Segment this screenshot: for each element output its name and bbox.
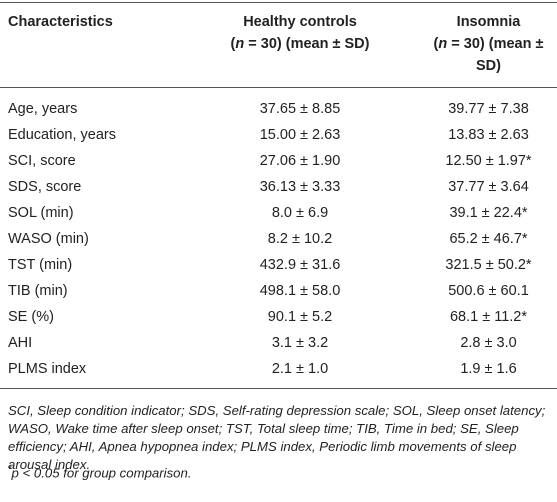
row-label: TIB (min)	[8, 283, 68, 299]
table-row: PLMS index 2.1 ± 1.0 1.9 ± 1.6	[0, 356, 557, 389]
cell-value: 12.50 ± 1.97*	[445, 153, 532, 169]
cell-value: 8.0 ± 6.9	[271, 205, 329, 221]
cell-value: 37.77 ± 3.64	[448, 179, 529, 195]
table-row: SE (%) 90.1 ± 5.2 68.1 ± 11.2*	[0, 304, 557, 330]
cell-value: 321.5 ± 50.2*	[445, 257, 532, 273]
row-label: TST (min)	[8, 257, 73, 273]
row-label: SE (%)	[8, 309, 54, 325]
footnote: *p < 0.05 for group comparison.	[8, 464, 192, 480]
header-text: (	[433, 36, 439, 52]
cell-value: 500.6 ± 60.1	[448, 283, 529, 299]
row-label: Age, years	[8, 101, 78, 117]
row-label: AHI	[8, 335, 33, 351]
table-row: TIB (min) 498.1 ± 58.0 500.6 ± 60.1	[0, 278, 557, 304]
cell-value: 15.00 ± 2.63	[259, 127, 341, 143]
header-cell: Characteristics	[8, 14, 113, 30]
abbreviation-note: SCI, Sleep condition indicator; SDS, Sel…	[8, 403, 546, 472]
cell-value: 3.1 ± 3.2	[271, 335, 329, 351]
row-label: SDS, score	[8, 179, 82, 195]
data-table: Characteristics Healthy controls (n = 30)…	[0, 2, 557, 389]
row-label: Education, years	[8, 127, 117, 143]
cell-value: 2.8 ± 3.0	[460, 335, 517, 351]
header-text: n	[235, 36, 245, 52]
cell-value: 13.83 ± 2.63	[448, 127, 529, 143]
header-cell: Insomnia (n = 30) (mean ± SD)	[390, 3, 557, 88]
header-cell: Healthy controls (n = 30) (mean ± SD)	[210, 3, 390, 88]
footnote-text: < 0.05 for group comparison.	[18, 465, 192, 481]
cell-value: 65.2 ± 46.7*	[449, 231, 528, 247]
cell-value: 432.9 ± 31.6	[259, 257, 341, 273]
footnote-text: p	[11, 465, 19, 481]
cell-value: 36.13 ± 3.33	[259, 179, 341, 195]
table-row: AHI 3.1 ± 3.2 2.8 ± 3.0	[0, 330, 557, 356]
table-row: TST (min) 432.9 ± 31.6 321.5 ± 50.2*	[0, 252, 557, 278]
table-row: Education, years 15.00 ± 2.63 13.83 ± 2.63	[0, 122, 557, 148]
cell-value: 8.2 ± 10.2	[267, 231, 333, 247]
header-text: (	[230, 36, 236, 52]
row-label: PLMS index	[8, 361, 87, 377]
header-text: Insomnia	[456, 14, 521, 30]
cell-value: 2.1 ± 1.0	[271, 361, 329, 377]
header-row: Characteristics Healthy controls (n = 30)…	[0, 2, 557, 88]
table-row: SOL (min) 8.0 ± 6.9 39.1 ± 22.4*	[0, 200, 557, 226]
table-header: Characteristics Healthy controls (n = 30)…	[0, 2, 557, 88]
cell-value: 90.1 ± 5.2	[267, 309, 333, 325]
table-row: SDS, score 36.13 ± 3.33 37.77 ± 3.64	[0, 174, 557, 200]
cell-value: 39.77 ± 7.38	[448, 101, 529, 117]
cell-value: 1.9 ± 1.6	[460, 361, 517, 377]
row-label: WASO (min)	[8, 231, 89, 247]
table-row: WASO (min) 8.2 ± 10.2 65.2 ± 46.7*	[0, 226, 557, 252]
header-text: = 30) (mean ± SD)	[447, 36, 544, 74]
footnote-text: *	[8, 464, 12, 474]
table-row: SCI, score 27.06 ± 1.90 12.50 ± 1.97*	[0, 148, 557, 174]
table-row: Age, years 37.65 ± 8.85 39.77 ± 7.38	[0, 88, 557, 123]
cell-value: 39.1 ± 22.4*	[449, 205, 528, 221]
cell-value: 498.1 ± 58.0	[259, 283, 341, 299]
cell-value: 27.06 ± 1.90	[259, 153, 341, 169]
table-body: Age, years 37.65 ± 8.85 39.77 ± 7.38 Educat…	[0, 88, 557, 389]
cell-value: 68.1 ± 11.2*	[449, 309, 528, 325]
row-label: SOL (min)	[8, 205, 74, 221]
header-text: n	[438, 36, 448, 52]
header-text: Healthy controls	[243, 14, 357, 30]
row-label: SCI, score	[8, 153, 76, 169]
header-text: = 30) (mean ± SD)	[244, 36, 370, 52]
cell-value: 37.65 ± 8.85	[259, 101, 341, 117]
